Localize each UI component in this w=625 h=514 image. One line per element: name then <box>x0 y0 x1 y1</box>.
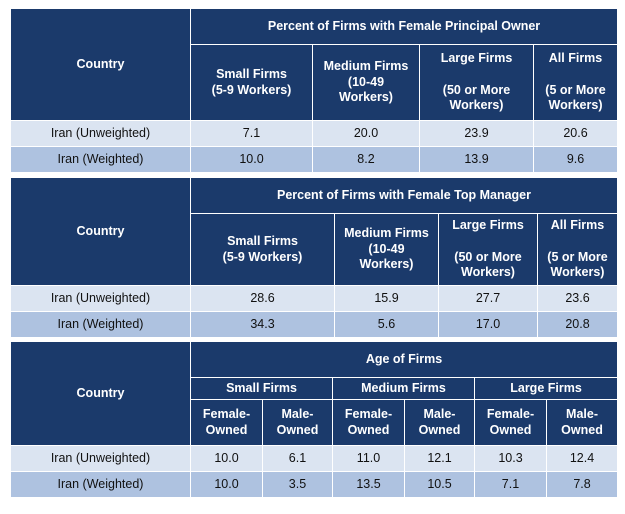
cell: 12.1 <box>404 445 475 472</box>
row-label: Iran (Weighted) <box>10 471 191 498</box>
cell: 10.5 <box>404 471 475 498</box>
cell: 13.5 <box>332 471 405 498</box>
row-label: Iran (Weighted) <box>10 311 191 338</box>
cell: 13.9 <box>419 146 534 173</box>
table-row: Iran (Weighted) 10.0 8.2 13.9 9.6 <box>10 146 619 173</box>
cell: 11.0 <box>332 445 405 472</box>
sub-header-male: Male- Owned <box>262 399 333 446</box>
col-header-small: Small Firms (5-9 Workers) <box>190 44 313 121</box>
group-header: Percent of Firms with Female Principal O… <box>189 8 619 45</box>
cell: 17.0 <box>438 311 538 338</box>
size-group-small: Small Firms <box>190 377 333 400</box>
group-header: Percent of Firms with Female Top Manager <box>190 177 618 214</box>
col-header-all: All Firms (5 or More Workers) <box>532 44 619 121</box>
country-header: Country <box>10 8 191 121</box>
cell: 8.2 <box>312 146 420 173</box>
group-header: Age of Firms <box>189 341 619 378</box>
country-header: Country <box>10 341 191 446</box>
size-group-large: Large Firms <box>473 377 619 400</box>
cell: 6.1 <box>262 445 333 472</box>
cell: 7.1 <box>474 471 547 498</box>
sub-header-female: Female- Owned <box>190 399 263 446</box>
cell: 12.4 <box>545 445 619 472</box>
cell: 10.0 <box>190 471 263 498</box>
row-label: Iran (Unweighted) <box>10 120 191 147</box>
cell: 28.6 <box>190 285 335 312</box>
cell: 23.6 <box>537 285 618 312</box>
female-top-manager-table: Country Percent of Firms with Female Top… <box>10 177 618 338</box>
cell: 10.3 <box>474 445 547 472</box>
country-header: Country <box>10 177 191 286</box>
cell: 3.5 <box>262 471 333 498</box>
sub-header-female: Female- Owned <box>474 399 547 446</box>
cell: 9.6 <box>532 146 619 173</box>
table-row: Iran (Weighted) 34.3 5.6 17.0 20.8 <box>10 311 618 338</box>
col-header-large: Large Firms (50 or More Workers) <box>438 213 538 286</box>
sub-header-male: Male- Owned <box>404 399 475 446</box>
cell: 27.7 <box>438 285 538 312</box>
female-principal-owner-table: Country Percent of Firms with Female Pri… <box>10 8 619 173</box>
cell: 34.3 <box>190 311 335 338</box>
table-row: Iran (Unweighted) 10.0 6.1 11.0 12.1 10.… <box>10 445 619 472</box>
col-header-small: Small Firms (5-9 Workers) <box>190 213 335 286</box>
row-label: Iran (Unweighted) <box>10 285 191 312</box>
col-header-all: All Firms (5 or More Workers) <box>537 213 618 286</box>
cell: 10.0 <box>190 445 263 472</box>
col-header-medium: Medium Firms (10-49 Workers) <box>334 213 439 286</box>
sub-header-female: Female- Owned <box>332 399 405 446</box>
cell: 20.8 <box>537 311 618 338</box>
cell: 20.6 <box>532 120 619 147</box>
col-header-large: Large Firms (50 or More Workers) <box>419 44 534 121</box>
table-row: Iran (Unweighted) 7.1 20.0 23.9 20.6 <box>10 120 619 147</box>
cell: 20.0 <box>312 120 420 147</box>
col-header-medium: Medium Firms (10-49 Workers) <box>312 44 420 121</box>
cell: 7.1 <box>190 120 313 147</box>
row-label: Iran (Unweighted) <box>10 445 191 472</box>
table-row: Iran (Unweighted) 28.6 15.9 27.7 23.6 <box>10 285 618 312</box>
table-row: Iran (Weighted) 10.0 3.5 13.5 10.5 7.1 7… <box>10 471 619 498</box>
size-group-medium: Medium Firms <box>332 377 475 400</box>
cell: 7.8 <box>545 471 619 498</box>
age-of-firms-table: Country Age of Firms Small Firms Medium … <box>10 341 619 498</box>
cell: 10.0 <box>190 146 313 173</box>
cell: 15.9 <box>334 285 439 312</box>
cell: 5.6 <box>334 311 439 338</box>
sub-header-male: Male- Owned <box>545 399 619 446</box>
row-label: Iran (Weighted) <box>10 146 191 173</box>
cell: 23.9 <box>419 120 534 147</box>
